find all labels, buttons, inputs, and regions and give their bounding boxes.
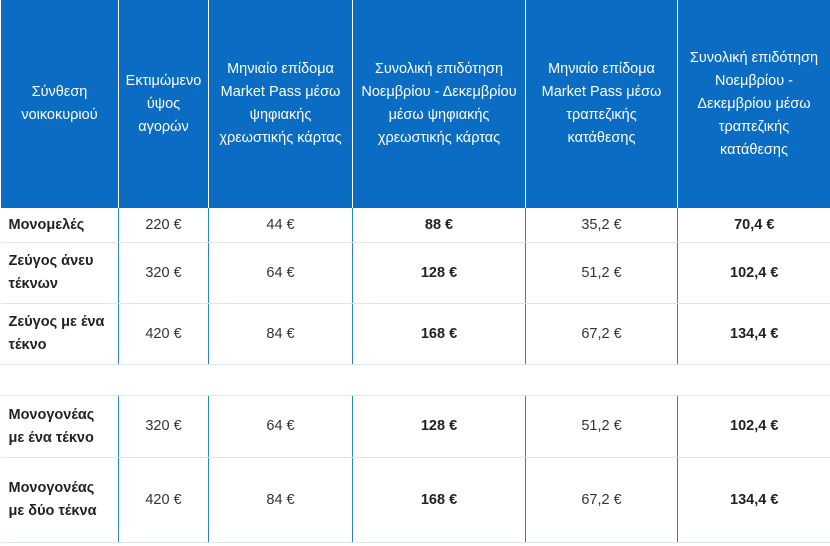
header-cell: Συνολική επιδότηση Νοεμβρίου - Δεκεμβρίο… [352, 0, 526, 208]
cell: 128 € [352, 395, 526, 458]
cell: 51,2 € [525, 242, 678, 304]
cell: 320 € [118, 395, 209, 458]
cell: 51,2 € [525, 395, 678, 458]
cell: 102,4 € [677, 395, 830, 458]
cell: 168 € [352, 457, 526, 543]
cell: 64 € [208, 242, 353, 304]
header-cell: Μηνιαίο επίδομα Market Pass μέσω τραπεζι… [525, 0, 678, 208]
cell: 84 € [208, 457, 353, 543]
cell: 420 € [118, 303, 209, 365]
table-body: Μονομελές 220 €44 €88 €35,2 €70,4 € Ζεύγος… [0, 208, 830, 543]
cell: 420 € [118, 457, 209, 543]
cell: 134,4 € [677, 457, 830, 543]
spacer-row [1, 365, 830, 396]
cell: 35,2 € [525, 208, 678, 243]
row-label: Μονομελές [0, 208, 119, 243]
row-label: Μονογονέας με ένα τέκνο [0, 395, 119, 458]
header-cell: Συνολική επιδότηση Νοεμβρίου - Δεκεμβρίο… [677, 0, 830, 208]
cell: 67,2 € [525, 457, 678, 543]
cell: 88 € [352, 208, 526, 243]
cell: 44 € [208, 208, 353, 243]
cell: 320 € [118, 242, 209, 304]
header-cell: Σύνθεση νοικοκυριού [0, 0, 119, 208]
table-row: Ζεύγος με ένα τέκνο 420 €84 €168 €67,2 €1… [0, 303, 830, 365]
cell: 168 € [352, 303, 526, 365]
table-row: Μονομελές 220 €44 €88 €35,2 €70,4 € [0, 208, 830, 243]
table-row: Μονογονέας με δύο τέκνα 420 €84 €168 €67,… [0, 457, 830, 543]
cell: 70,4 € [677, 208, 830, 243]
cell: 64 € [208, 395, 353, 458]
cell: 134,4 € [677, 303, 830, 365]
header-row: Σύνθεση νοικοκυριού Εκτιμώμενο ύψος αγορώ… [0, 0, 830, 208]
row-label: Μονογονέας με δύο τέκνα [0, 457, 119, 543]
cell: 84 € [208, 303, 353, 365]
row-label: Ζεύγος με ένα τέκνο [0, 303, 119, 365]
cell: 67,2 € [525, 303, 678, 365]
cell: 128 € [352, 242, 526, 304]
table-row: Μονογονέας με ένα τέκνο 320 €64 €128 €51,… [0, 395, 830, 458]
row-label: Ζεύγος άνευ τέκνων [0, 242, 119, 304]
header-cell: Μηνιαίο επίδομα Market Pass μέσω ψηφιακή… [208, 0, 353, 208]
spacer [1, 365, 830, 396]
cell: 220 € [118, 208, 209, 243]
header-cell: Εκτιμώμενο ύψος αγορών [118, 0, 209, 208]
cell: 102,4 € [677, 242, 830, 304]
table-row: Ζεύγος άνευ τέκνων 320 €64 €128 €51,2 €10… [0, 242, 830, 304]
